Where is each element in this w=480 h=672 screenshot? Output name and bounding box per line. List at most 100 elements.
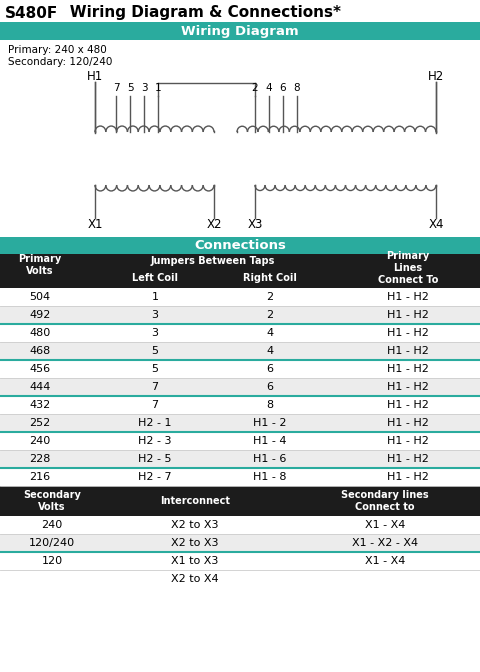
- Text: X2 to X4: X2 to X4: [171, 574, 219, 584]
- Text: Primary
Lines
Connect To: Primary Lines Connect To: [378, 251, 438, 285]
- Bar: [0, 254, 480, 288]
- Text: H1 - H2: H1 - H2: [387, 292, 429, 302]
- Text: 216: 216: [29, 472, 50, 482]
- Text: H1 - H2: H1 - H2: [387, 472, 429, 482]
- Bar: [0, 360, 480, 378]
- Bar: [0, 432, 480, 450]
- Text: X2 to X3: X2 to X3: [171, 538, 219, 548]
- Text: 444: 444: [29, 382, 51, 392]
- Text: 5: 5: [152, 364, 158, 374]
- Bar: [0, 396, 480, 414]
- Text: 5: 5: [127, 83, 133, 93]
- Text: H1 - H2: H1 - H2: [387, 328, 429, 338]
- Text: Connections: Connections: [194, 239, 286, 252]
- Text: 5: 5: [152, 346, 158, 356]
- Text: H1 - H2: H1 - H2: [387, 454, 429, 464]
- Text: 7: 7: [151, 382, 158, 392]
- Text: H1 - 4: H1 - 4: [253, 436, 287, 446]
- Text: H1 - H2: H1 - H2: [387, 364, 429, 374]
- Text: X2: X2: [206, 218, 222, 231]
- Text: H1 - 6: H1 - 6: [253, 454, 287, 464]
- Text: H2 - 5: H2 - 5: [138, 454, 172, 464]
- Text: Secondary lines
Connect to: Secondary lines Connect to: [341, 490, 429, 512]
- Text: H1 - 2: H1 - 2: [253, 418, 287, 428]
- Text: H1 - H2: H1 - H2: [387, 436, 429, 446]
- Text: X1: X1: [87, 218, 103, 231]
- Text: Wiring Diagram: Wiring Diagram: [181, 24, 299, 38]
- Text: 3: 3: [152, 328, 158, 338]
- Text: H1: H1: [87, 69, 103, 83]
- Bar: [0, 342, 480, 360]
- Text: 492: 492: [29, 310, 51, 320]
- Text: 2: 2: [266, 310, 274, 320]
- Text: S480F: S480F: [5, 5, 58, 21]
- Text: Primary: 240 x 480: Primary: 240 x 480: [8, 45, 107, 55]
- Bar: [0, 552, 480, 570]
- Text: 240: 240: [29, 436, 50, 446]
- Text: H1 - H2: H1 - H2: [387, 382, 429, 392]
- Text: Wiring Diagram & Connections*: Wiring Diagram & Connections*: [54, 5, 341, 21]
- Text: 3: 3: [152, 310, 158, 320]
- Text: X1 to X3: X1 to X3: [171, 556, 219, 566]
- Bar: [0, 324, 480, 342]
- Text: 6: 6: [266, 382, 274, 392]
- Text: Left Coil: Left Coil: [132, 273, 178, 283]
- Text: 7: 7: [113, 83, 120, 93]
- Bar: [0, 22, 480, 40]
- Text: 8: 8: [294, 83, 300, 93]
- Text: 4: 4: [266, 328, 274, 338]
- Text: X2 to X3: X2 to X3: [171, 520, 219, 530]
- Text: 228: 228: [29, 454, 51, 464]
- Text: 504: 504: [29, 292, 50, 302]
- Text: H2 - 3: H2 - 3: [138, 436, 172, 446]
- Text: X1 - X2 - X4: X1 - X2 - X4: [352, 538, 418, 548]
- Text: 456: 456: [29, 364, 50, 374]
- Text: H1 - 8: H1 - 8: [253, 472, 287, 482]
- Text: Interconnect: Interconnect: [160, 496, 230, 506]
- Text: 7: 7: [151, 400, 158, 410]
- Text: 4: 4: [266, 346, 274, 356]
- Text: H1 - H2: H1 - H2: [387, 400, 429, 410]
- Text: X3: X3: [247, 218, 263, 231]
- Text: X1 - X4: X1 - X4: [365, 556, 405, 566]
- Text: 252: 252: [29, 418, 50, 428]
- Bar: [0, 450, 480, 468]
- Bar: [0, 237, 480, 254]
- Text: Right Coil: Right Coil: [243, 273, 297, 283]
- Text: X4: X4: [428, 218, 444, 231]
- Text: H2: H2: [428, 69, 444, 83]
- Text: 4: 4: [266, 83, 272, 93]
- Bar: [0, 516, 480, 534]
- Text: 240: 240: [41, 520, 62, 530]
- Text: 2: 2: [252, 83, 258, 93]
- Text: 8: 8: [266, 400, 274, 410]
- Text: H2 - 1: H2 - 1: [138, 418, 172, 428]
- Bar: [0, 570, 480, 588]
- Text: Jumpers Between Taps: Jumpers Between Taps: [150, 256, 275, 266]
- Text: 6: 6: [280, 83, 286, 93]
- Bar: [0, 288, 480, 306]
- Text: H1 - H2: H1 - H2: [387, 310, 429, 320]
- Text: 6: 6: [266, 364, 274, 374]
- Text: Primary
Volts: Primary Volts: [18, 254, 61, 276]
- Text: 1: 1: [152, 292, 158, 302]
- Bar: [0, 468, 480, 486]
- Bar: [0, 486, 480, 516]
- Text: H2 - 7: H2 - 7: [138, 472, 172, 482]
- Text: Secondary
Volts: Secondary Volts: [23, 490, 81, 512]
- Text: X1 - X4: X1 - X4: [365, 520, 405, 530]
- Bar: [0, 414, 480, 432]
- Text: 120: 120: [41, 556, 62, 566]
- Bar: [0, 534, 480, 552]
- Text: 468: 468: [29, 346, 50, 356]
- Bar: [0, 378, 480, 396]
- Text: 3: 3: [141, 83, 147, 93]
- Text: 1: 1: [155, 83, 161, 93]
- Text: H1 - H2: H1 - H2: [387, 418, 429, 428]
- Text: H1 - H2: H1 - H2: [387, 346, 429, 356]
- Text: 2: 2: [266, 292, 274, 302]
- Text: Secondary: 120/240: Secondary: 120/240: [8, 57, 112, 67]
- Text: 480: 480: [29, 328, 50, 338]
- Bar: [0, 306, 480, 324]
- Text: 120/240: 120/240: [29, 538, 75, 548]
